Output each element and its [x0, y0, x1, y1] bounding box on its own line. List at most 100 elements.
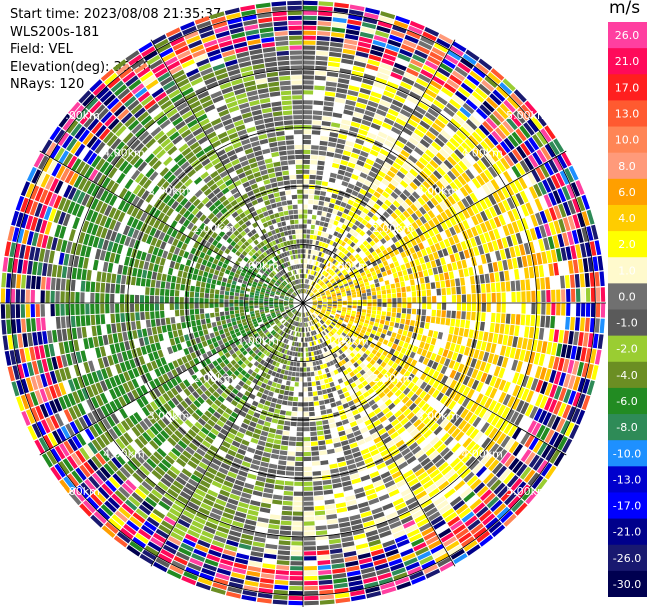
velocity-gate [539, 225, 547, 238]
velocity-gate [452, 133, 464, 145]
velocity-gate [491, 524, 506, 538]
velocity-gate [190, 285, 195, 292]
velocity-gate [269, 341, 274, 347]
velocity-gate [277, 357, 282, 363]
velocity-gate [427, 329, 434, 337]
velocity-gate [317, 301, 322, 303]
velocity-gate [278, 347, 283, 353]
velocity-gate [285, 344, 290, 350]
velocity-gate [390, 431, 399, 440]
velocity-gate [349, 126, 359, 133]
velocity-gate [295, 372, 300, 377]
velocity-gate [337, 308, 342, 311]
velocity-gate [274, 300, 279, 302]
velocity-gate [335, 249, 341, 255]
velocity-gate [371, 291, 377, 296]
velocity-gate [341, 53, 355, 60]
velocity-gate [536, 303, 541, 315]
velocity-gate [418, 206, 427, 215]
velocity-gate [291, 546, 303, 551]
velocity-gate [290, 314, 294, 318]
velocity-gate [364, 250, 371, 256]
velocity-gate [317, 21, 332, 27]
velocity-gate [372, 244, 379, 251]
velocity-gate [544, 368, 552, 382]
velocity-gate [366, 369, 373, 376]
velocity-gate [550, 316, 556, 329]
velocity-gate [167, 423, 177, 433]
velocity-gate [560, 247, 567, 261]
velocity-gate [399, 368, 407, 376]
velocity-gate [313, 366, 318, 371]
velocity-gate [445, 540, 460, 552]
velocity-gate [300, 317, 302, 322]
velocity-gate [306, 312, 308, 317]
velocity-gate [256, 391, 263, 398]
velocity-gate [299, 312, 301, 317]
velocity-gate [311, 341, 315, 346]
velocity-gate [319, 195, 326, 201]
velocity-gate [331, 563, 345, 569]
velocity-gate [495, 465, 507, 478]
velocity-gate [592, 333, 599, 349]
velocity-gate [310, 321, 313, 326]
velocity-gate [411, 191, 421, 200]
velocity-gate [365, 529, 378, 538]
velocity-gate [207, 466, 218, 475]
velocity-gate [183, 571, 198, 581]
velocity-gate [304, 580, 318, 586]
velocity-gate [244, 372, 251, 379]
velocity-gate [555, 248, 563, 262]
velocity-gate [329, 132, 339, 138]
velocity-gate [197, 325, 203, 332]
velocity-gate [144, 545, 159, 557]
velocity-gate [299, 367, 303, 372]
velocity-gate [492, 446, 504, 458]
velocity-gate [304, 279, 306, 284]
velocity-gate [479, 233, 487, 244]
velocity-gate [553, 452, 565, 467]
velocity-gate [381, 191, 390, 199]
velocity-gate [490, 479, 502, 492]
velocity-gate [563, 330, 569, 344]
velocity-gate [575, 409, 586, 425]
velocity-gate [407, 331, 413, 338]
velocity-gate [332, 304, 337, 307]
velocity-gate [344, 104, 355, 111]
velocity-gate [358, 129, 368, 136]
velocity-gate [237, 448, 246, 456]
velocity-gate [318, 574, 332, 580]
velocity-gate [249, 303, 254, 306]
velocity-gate [359, 172, 368, 179]
velocity-gate [319, 290, 324, 293]
velocity-gate [348, 580, 363, 587]
velocity-gate [254, 348, 260, 354]
velocity-gate [308, 264, 311, 269]
velocity-gate [308, 327, 311, 332]
velocity-gate [517, 107, 530, 121]
velocity-gate [400, 318, 406, 325]
velocity-gate [394, 422, 403, 431]
velocity-gate [220, 392, 228, 399]
velocity-gate [397, 352, 404, 360]
velocity-gate [239, 303, 244, 307]
velocity-gate [380, 581, 395, 590]
velocity-gate [261, 568, 275, 574]
velocity-gate [488, 400, 497, 412]
velocity-gate [329, 543, 342, 550]
velocity-gate [361, 167, 370, 175]
velocity-gate [323, 101, 334, 107]
velocity-gate [404, 72, 417, 82]
velocity-gate [259, 507, 271, 514]
velocity-gate [322, 265, 327, 270]
velocity-gate [314, 345, 319, 351]
velocity-gate [562, 404, 572, 419]
velocity-gate [370, 283, 375, 289]
velocity-gate [509, 347, 516, 359]
velocity-gate [298, 402, 303, 407]
velocity-gate [317, 355, 322, 360]
velocity-gate [402, 127, 413, 136]
velocity-gate [297, 422, 303, 427]
velocity-gate [176, 322, 182, 330]
velocity-gate [346, 310, 352, 313]
